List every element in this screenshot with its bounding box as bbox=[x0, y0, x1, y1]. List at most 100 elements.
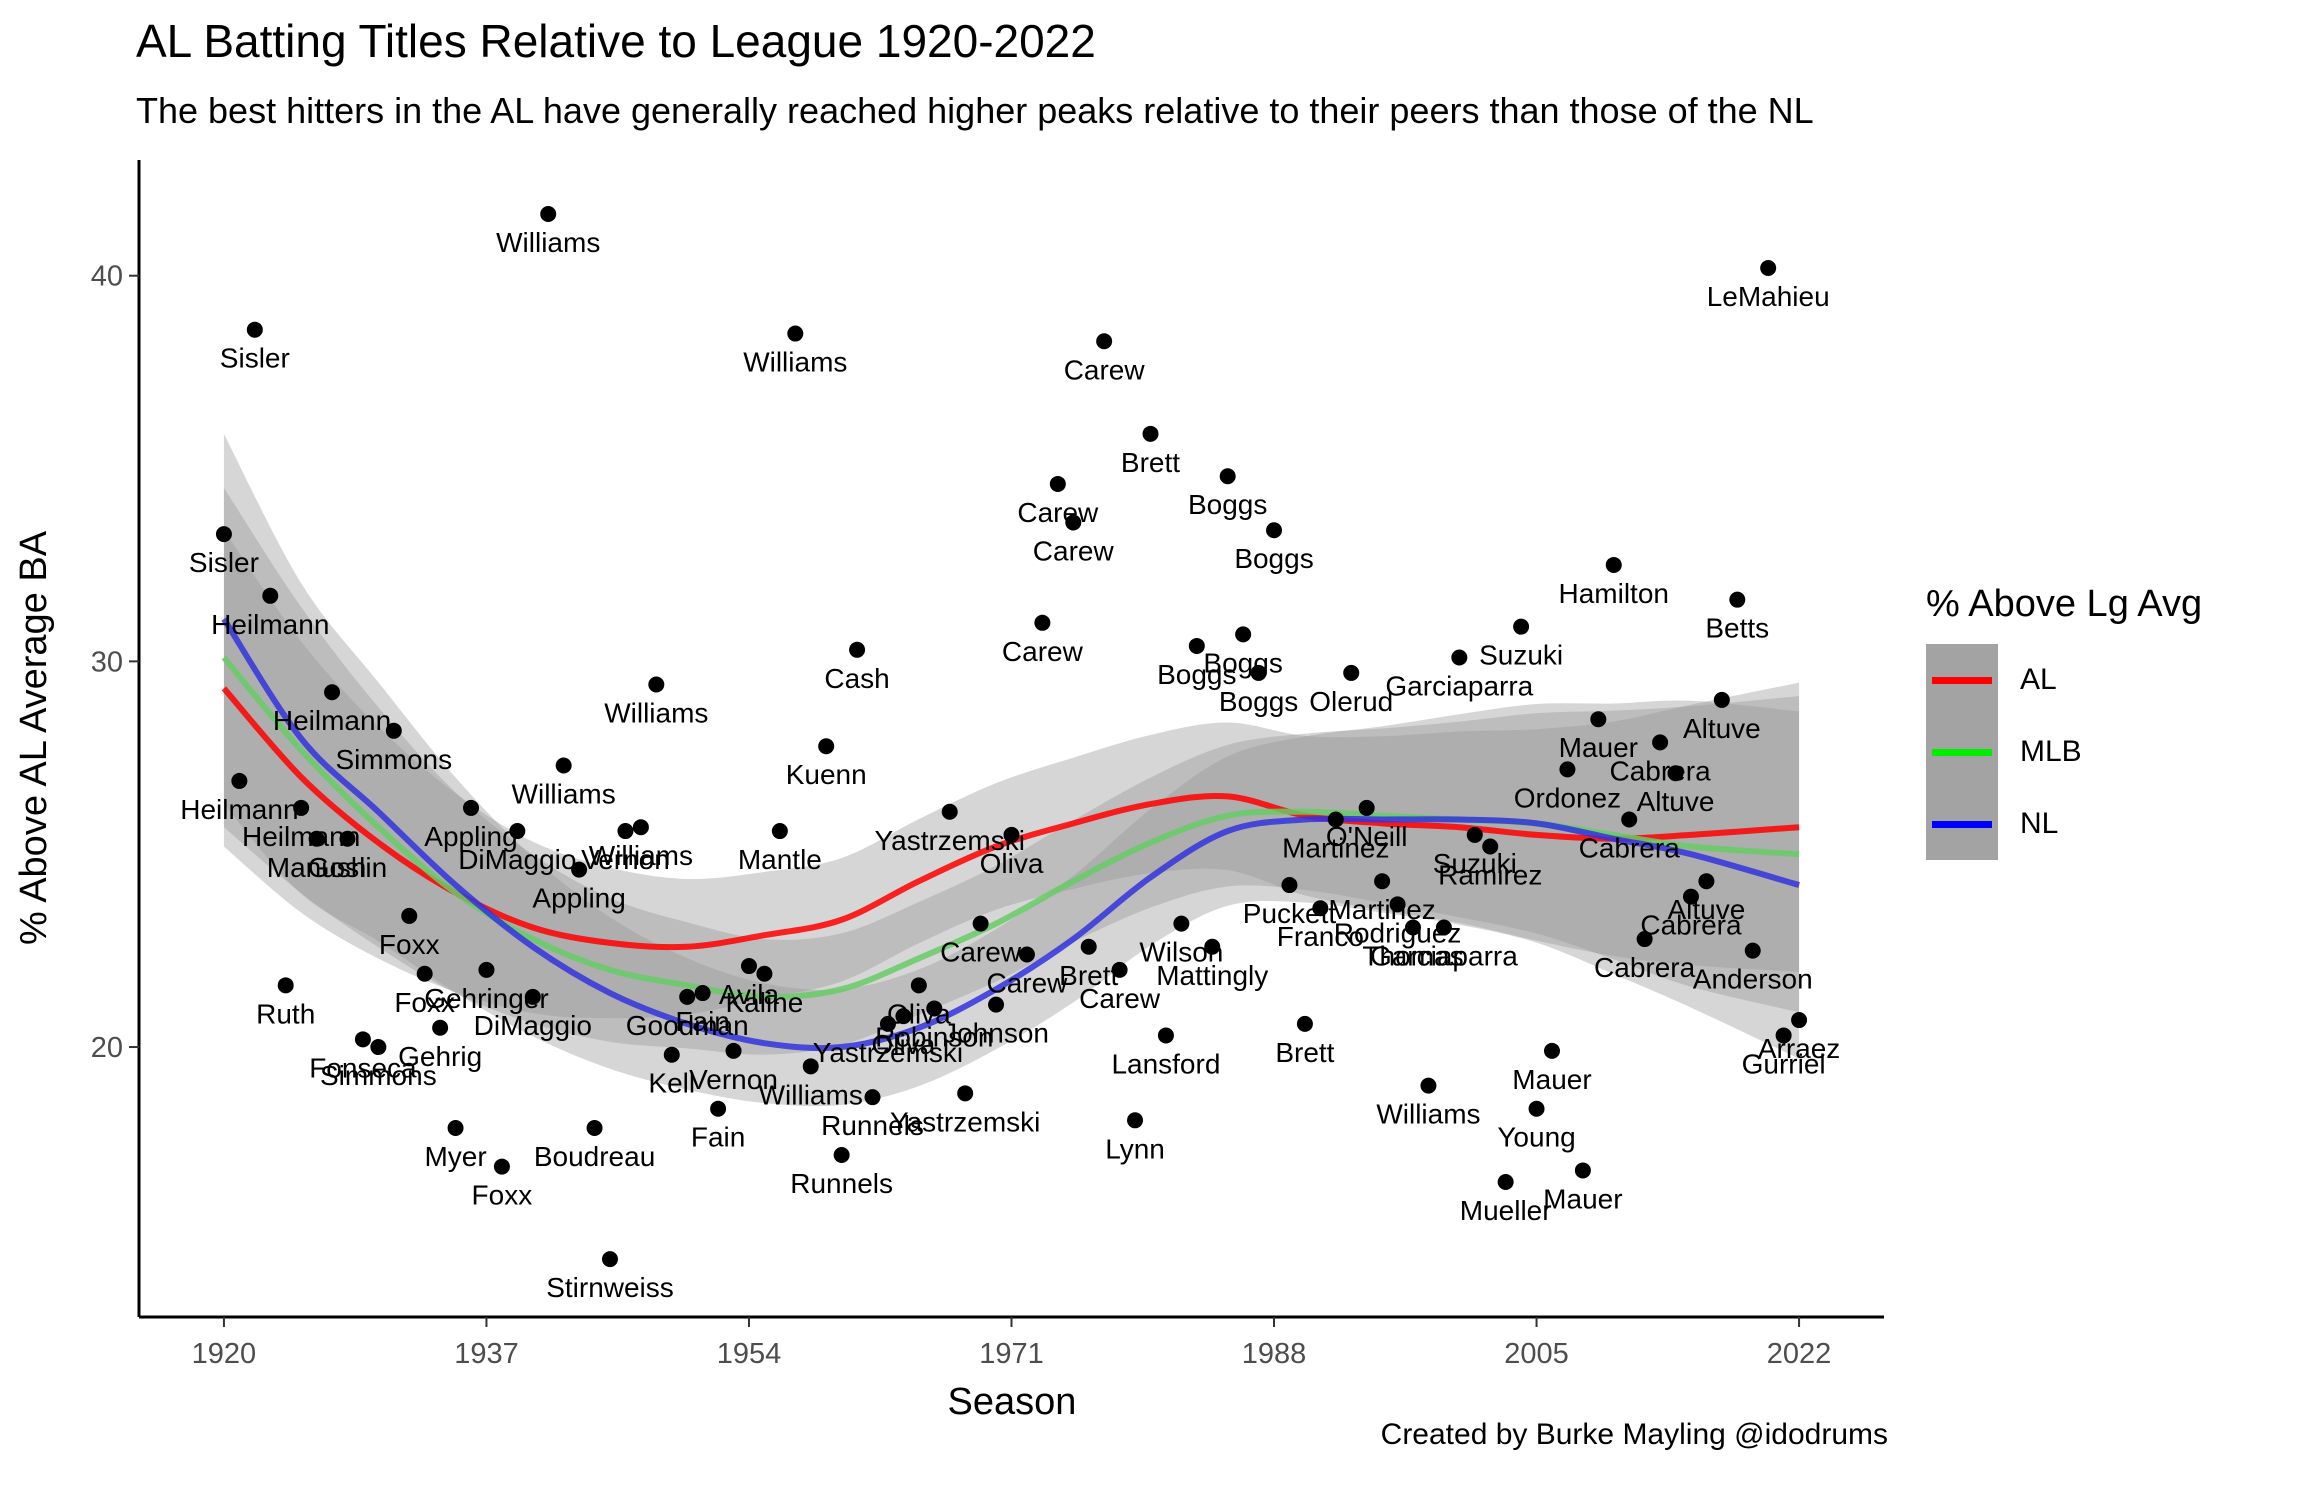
point-label: Boggs bbox=[1219, 686, 1298, 717]
point-label: Williams bbox=[512, 778, 616, 809]
y-axis-label: % Above AL Average BA bbox=[13, 530, 55, 945]
data-point bbox=[1405, 919, 1422, 936]
point-label: Kaline bbox=[725, 987, 803, 1018]
point-label: Carew bbox=[1064, 354, 1146, 385]
point-label: Olerud bbox=[1309, 686, 1393, 717]
x-tick-label: 1937 bbox=[454, 1338, 519, 1370]
point-label: Kuenn bbox=[786, 759, 867, 790]
data-points bbox=[215, 205, 1808, 1268]
data-point bbox=[1543, 1042, 1560, 1059]
point-label: Young bbox=[1497, 1122, 1575, 1153]
point-label: Puckett bbox=[1243, 898, 1337, 929]
data-point bbox=[493, 1158, 510, 1175]
point-label: Lansford bbox=[1111, 1048, 1220, 1079]
data-point bbox=[1142, 425, 1159, 442]
point-label: Altuve bbox=[1683, 713, 1761, 744]
data-point bbox=[1528, 1100, 1545, 1117]
point-label: Brett bbox=[1059, 960, 1118, 991]
x-tick-label: 1920 bbox=[192, 1338, 257, 1370]
point-label: Mattingly bbox=[1156, 960, 1268, 991]
legend-item-al: AL bbox=[1926, 644, 2202, 716]
data-point bbox=[1791, 1012, 1808, 1029]
data-point bbox=[385, 722, 402, 739]
point-label: Garciaparra bbox=[1385, 671, 1533, 702]
point-label: Vernon bbox=[581, 844, 670, 875]
point-label: Boggs bbox=[1234, 543, 1313, 574]
legend: % Above Lg Avg AL MLB NL bbox=[1926, 583, 2202, 860]
data-point bbox=[571, 861, 588, 878]
data-point bbox=[231, 772, 248, 789]
point-label: Mauer bbox=[1512, 1064, 1591, 1095]
point-label: DiMaggio bbox=[474, 1010, 592, 1041]
point-label: Yastrzemski bbox=[875, 825, 1025, 856]
data-point bbox=[308, 830, 325, 847]
point-label: Robinson bbox=[875, 1021, 993, 1052]
point-label: Oliva bbox=[980, 848, 1044, 879]
point-label: Heilmann bbox=[242, 821, 360, 852]
data-point bbox=[1466, 826, 1483, 843]
point-label: Simmons bbox=[335, 744, 452, 775]
point-label: Oliva bbox=[887, 998, 951, 1029]
point-label: Mauer bbox=[1559, 732, 1638, 763]
point-label: Williams bbox=[589, 840, 693, 871]
data-point bbox=[864, 1089, 881, 1106]
data-point bbox=[1003, 826, 1020, 843]
data-point bbox=[463, 799, 480, 816]
data-point bbox=[1636, 931, 1653, 948]
point-label: Goslin bbox=[308, 852, 387, 883]
point-label: Boggs bbox=[1157, 659, 1236, 690]
data-point bbox=[1250, 664, 1267, 681]
data-point bbox=[1482, 838, 1499, 855]
point-label: Avila bbox=[719, 979, 780, 1010]
point-label: Martinez bbox=[1328, 894, 1435, 925]
point-label: Cabrera bbox=[1579, 832, 1681, 863]
data-point bbox=[1652, 734, 1669, 751]
data-point bbox=[663, 1046, 680, 1063]
point-label: Williams bbox=[604, 698, 708, 729]
data-point bbox=[756, 965, 773, 982]
point-label: Williams bbox=[759, 1079, 863, 1110]
x-tick-label: 1971 bbox=[979, 1338, 1044, 1370]
data-point bbox=[1204, 938, 1221, 955]
data-point bbox=[988, 996, 1005, 1013]
point-label: Foxx bbox=[472, 1180, 533, 1211]
data-point bbox=[277, 977, 294, 994]
data-point bbox=[1358, 799, 1375, 816]
point-label: Cabrera bbox=[1640, 910, 1742, 941]
data-point bbox=[509, 823, 526, 840]
legend-item-nl: NL bbox=[1926, 788, 2202, 860]
data-point bbox=[1018, 946, 1035, 963]
legend-swatch-nl bbox=[1926, 788, 1998, 860]
data-point bbox=[740, 958, 757, 975]
point-label: Williams bbox=[1376, 1099, 1480, 1130]
data-point bbox=[1420, 1077, 1437, 1094]
point-label: Fain bbox=[691, 1122, 745, 1153]
data-point bbox=[601, 1251, 618, 1268]
point-label: Heilmann bbox=[211, 609, 329, 640]
point-label: Ruth bbox=[256, 998, 315, 1029]
point-label: Stirnweiss bbox=[546, 1272, 674, 1303]
point-label: Lynn bbox=[1105, 1133, 1165, 1164]
data-point bbox=[802, 1058, 819, 1075]
point-label: Brett bbox=[1275, 1037, 1334, 1068]
x-tick-label: 1954 bbox=[717, 1338, 782, 1370]
point-label: Simmons bbox=[320, 1060, 437, 1091]
point-label: Yastrzemski bbox=[890, 1106, 1040, 1137]
band-al bbox=[223, 530, 1800, 1019]
point-label: Williams bbox=[743, 347, 847, 378]
legend-swatch-mlb bbox=[1926, 716, 1998, 788]
data-point bbox=[1513, 618, 1530, 635]
confidence-bands bbox=[223, 433, 1800, 1107]
data-point bbox=[941, 803, 958, 820]
point-label: Gehrig bbox=[398, 1041, 482, 1072]
y-tick-label: 30 bbox=[91, 646, 123, 678]
point-label: Boudreau bbox=[534, 1141, 655, 1172]
data-point bbox=[1667, 765, 1684, 782]
point-label: Cabrera bbox=[1609, 755, 1711, 786]
data-point bbox=[478, 961, 495, 978]
data-point bbox=[293, 799, 310, 816]
point-label: Boggs bbox=[1203, 647, 1282, 678]
data-point bbox=[771, 823, 788, 840]
data-point bbox=[1188, 637, 1205, 654]
point-label: Mauer bbox=[1543, 1183, 1622, 1214]
